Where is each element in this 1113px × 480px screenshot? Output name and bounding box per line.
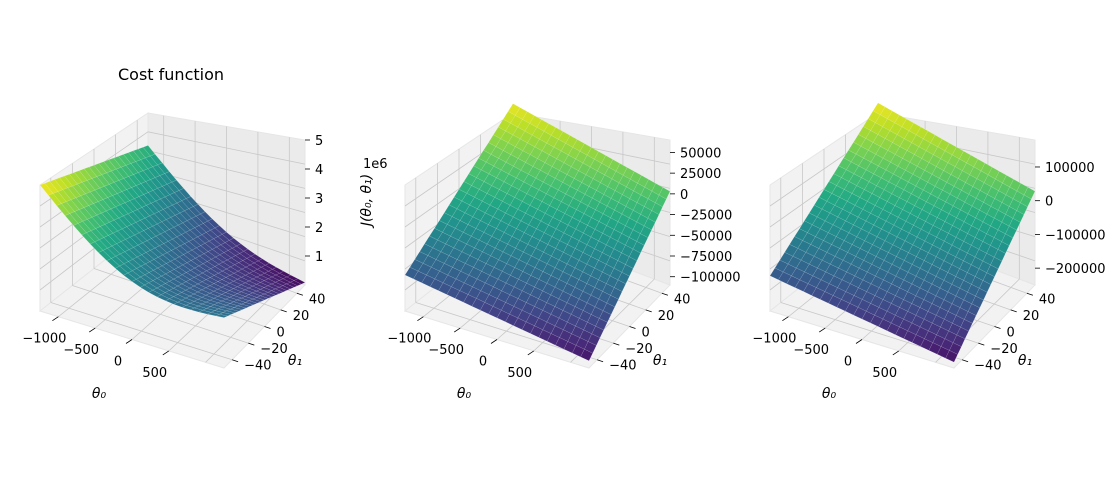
y-tick-label: −40 [974,359,1001,374]
x-tick-label: 500 [872,366,897,381]
x-tick-label: −1000 [22,332,66,347]
x-tick-label: 0 [479,355,487,370]
y-tick-label: 40 [1039,292,1056,307]
y-tick-label: 0 [1007,326,1015,341]
y-tick [645,309,652,313]
surface-mesh [39,145,306,318]
y-tick-label: 20 [658,309,675,324]
y-tick [978,342,985,346]
y-tick-label: 40 [309,292,326,307]
x-tick [52,316,59,322]
z-tick-label: 25000 [680,167,721,182]
y-tick-label: −40 [244,359,271,374]
y-gridline [50,302,233,361]
y-tick [961,359,969,363]
y-tick-label: 0 [642,326,650,341]
y-tick [613,342,620,346]
z-tick-label: 0 [680,188,688,203]
z-tick-label: 5 [315,134,323,149]
x-axis-label: θ₀ [457,386,472,402]
z-tick-label: 4 [315,163,323,178]
y-tick [280,309,287,313]
y-tick-label: −20 [625,342,652,357]
z-tick-label: −100000 [680,271,741,286]
z-tick-label: 3 [315,192,323,207]
y-tick-label: −20 [990,342,1017,357]
y-tick [248,342,255,346]
z-tick-label: 2 [315,221,323,236]
z-offset-label: 1e6 [363,157,388,172]
z-tick-label: 100000 [1045,161,1095,176]
y-tick [596,359,604,363]
x-tick [490,339,498,344]
x-tick [453,327,461,333]
x-tick-label: −1000 [387,332,431,347]
surface-patch [658,187,671,200]
x-tick [782,316,789,322]
x-tick [125,339,133,344]
y-gridline [72,285,249,344]
x-tick-label: −500 [63,343,99,358]
surface-patch [1023,186,1036,200]
z-tick-label: −50000 [680,229,732,244]
z-tick-label: −25000 [680,209,732,224]
x-tick [527,350,535,356]
y-tick [661,292,669,296]
y-tick [1010,309,1017,313]
surface-mesh [404,103,671,362]
y-tick [1026,292,1034,296]
z-tick-label: 0 [1045,195,1053,210]
surface-mesh [769,102,1036,363]
x-tick [417,316,424,322]
x-tick-label: 0 [114,355,122,370]
chart-title: Cost function [118,65,224,84]
y-tick-label: −20 [260,342,287,357]
x-axis-label: θ₀ [92,386,107,402]
y-tick-label: 20 [293,309,310,324]
y-tick [231,359,239,363]
x-tick [818,327,826,333]
x-tick-label: 0 [844,355,852,370]
y-tick [629,326,636,329]
surface-patch [293,278,306,285]
z-tick-label: −200000 [1045,262,1106,277]
z-tick-label: −75000 [680,250,732,265]
z-axis-label: J(θ₀, θ₁) [359,174,375,229]
z-tick-label: 50000 [680,146,721,161]
z-tick-label: 1 [315,250,323,265]
y-tick-label: 20 [1023,309,1040,324]
y-axis-label: θ₁ [1018,353,1032,369]
y-axis-label: θ₁ [288,353,302,369]
y-axis-label: θ₁ [653,353,667,369]
x-tick-label: −500 [793,343,829,358]
y-tick [994,326,1001,329]
y-tick [264,326,271,329]
x-axis-label: θ₀ [822,386,837,402]
x-tick-label: −1000 [752,332,796,347]
z-tick-label: −100000 [1045,228,1106,243]
x-tick [855,339,863,344]
y-tick [296,292,304,296]
x-tick [88,327,96,333]
y-tick-label: 40 [674,292,691,307]
y-tick-label: −40 [609,359,636,374]
x-tick-label: 500 [142,366,167,381]
x-tick-label: −500 [428,343,464,358]
x-tick [892,350,900,356]
x-tick-label: 500 [507,366,532,381]
y-tick-label: 0 [277,326,285,341]
x-tick [162,350,170,356]
